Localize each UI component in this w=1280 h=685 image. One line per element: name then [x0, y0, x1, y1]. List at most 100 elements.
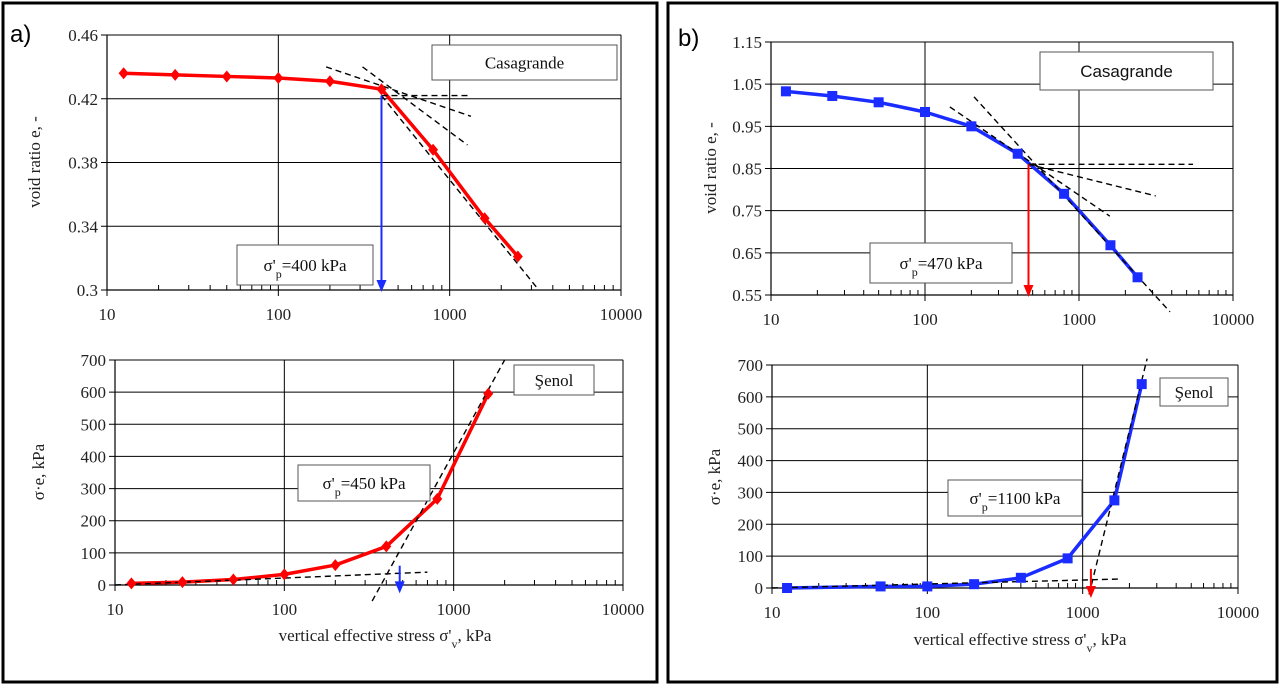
data-point: [324, 75, 335, 88]
panel-a-border: [1, 1, 659, 684]
x-tick-label: 10: [763, 310, 780, 329]
preconsolidation-result: σ'p=1100 kPa: [970, 489, 1061, 514]
preconsolidation-result-box: [236, 244, 374, 286]
arrow-head-icon: [394, 581, 405, 594]
data-point: [966, 121, 977, 132]
method-label-box: [1159, 377, 1229, 407]
x-tick-label: 1000: [1062, 310, 1096, 329]
y-tick-label: 200: [81, 512, 107, 531]
data-point: [381, 540, 392, 553]
y-tick-label: 0.75: [732, 202, 762, 221]
y-tick-label: 500: [81, 415, 107, 434]
data-point: [479, 212, 490, 225]
method-label-box: [431, 44, 618, 81]
x-tick-label: 100: [272, 600, 298, 619]
data-point: [873, 97, 884, 108]
construction-dashed-line: [949, 106, 1111, 217]
y-tick-label: 400: [81, 447, 107, 466]
chart-a-bottom: 0 100 200 300 400 500 600 700 10 100 1000 10000 σ·e,…: [29, 351, 644, 651]
data-point: [827, 90, 838, 101]
data-point: [920, 106, 930, 117]
data-point: [126, 577, 137, 590]
data-point: [177, 576, 188, 589]
construction-dashed-line: [325, 66, 472, 117]
data-point: [483, 387, 494, 400]
data-point: [782, 583, 793, 593]
x-tick-label: 100: [915, 603, 941, 622]
y-tick-label: 700: [81, 351, 107, 370]
chart-b-bottom: 0 100 200 300 400 500 600 700 10 100 1000 10000 σ·e,…: [705, 356, 1259, 655]
data-point: [969, 579, 980, 590]
data-point: [1015, 572, 1026, 583]
preconsolidation-result: σ'p=400 kPa: [263, 256, 347, 281]
y-tick-label: 0: [98, 576, 107, 595]
y-tick-label: 0.34: [68, 217, 98, 236]
x-tick-label: 1000: [433, 305, 467, 324]
construction-dashed-line: [380, 95, 537, 288]
y-tick-label: 1.15: [732, 33, 762, 52]
y-tick-label: 0: [755, 579, 764, 598]
x-tick-label: 10: [99, 305, 116, 324]
x-tick-label: 10000: [1212, 310, 1255, 329]
construction-dashed-line: [1088, 358, 1148, 595]
method-label: Casagrande: [1080, 62, 1173, 81]
data-point: [170, 68, 181, 81]
construction-dashed-line: [362, 66, 468, 146]
y-axis-label: void ratio e, -: [701, 122, 720, 214]
preconsolidation-result-box: [297, 464, 431, 502]
data-point: [512, 250, 523, 263]
y-axis-label: void ratio e, -: [25, 116, 44, 208]
data-point: [1012, 148, 1023, 159]
preconsolidation-result: σ'p=450 kPa: [322, 474, 406, 499]
y-tick-label: 0.55: [732, 286, 762, 305]
data-point: [279, 568, 290, 581]
data-point: [273, 72, 284, 85]
y-tick-label: 100: [738, 547, 764, 566]
data-point: [780, 86, 791, 97]
y-tick-label: 600: [81, 383, 107, 402]
data-point: [376, 83, 387, 96]
y-tick-label: 0.85: [732, 160, 762, 179]
x-tick-label: 10000: [600, 305, 643, 324]
y-tick-label: 600: [738, 388, 764, 407]
data-series-line: [123, 71, 520, 258]
x-tick-label: 1000: [437, 600, 471, 619]
preconsolidation-result: σ'p=470 kPa: [899, 254, 983, 279]
x-tick-label: 100: [266, 305, 292, 324]
preconsolidation-result-box: [947, 479, 1083, 517]
data-point: [428, 143, 439, 156]
y-tick-label: 0.65: [732, 244, 762, 263]
data-point: [922, 581, 933, 592]
preconsolidation-result-box: [869, 242, 1013, 284]
y-tick-label: 0.38: [68, 154, 98, 173]
data-point: [221, 70, 232, 83]
x-tick-label: 10000: [602, 600, 645, 619]
data-point: [1062, 553, 1073, 564]
arrow-head-icon: [1085, 585, 1096, 598]
data-point: [118, 67, 129, 80]
y-tick-label: 700: [738, 356, 764, 375]
y-tick-label: 0.95: [732, 117, 762, 136]
method-label: Şenol: [535, 371, 574, 390]
y-tick-label: 0.3: [77, 281, 98, 300]
method-label-box: [513, 364, 595, 396]
y-tick-label: 0.42: [68, 90, 98, 109]
y-tick-label: 200: [738, 515, 764, 534]
construction-dashed-line: [371, 359, 506, 602]
data-point: [1136, 379, 1147, 390]
construction-dashed-line: [114, 571, 428, 586]
construction-dashed-line: [771, 578, 1119, 589]
x-tick-label: 10: [107, 600, 124, 619]
y-tick-label: 500: [738, 420, 764, 439]
y-tick-label: 300: [738, 483, 764, 502]
method-label: Casagrande: [485, 54, 564, 73]
data-point: [330, 559, 341, 572]
y-axis-label: σ·e, kPa: [705, 448, 724, 505]
x-tick-label: 100: [912, 310, 938, 329]
data-point: [228, 573, 239, 586]
y-tick-label: 0.46: [68, 26, 98, 45]
data-point: [1132, 272, 1143, 283]
panel-b-border: [666, 1, 1279, 684]
method-label-box: [1039, 51, 1214, 91]
